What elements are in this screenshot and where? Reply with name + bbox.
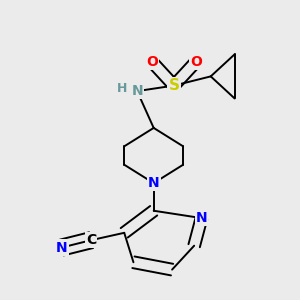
Text: H: H <box>116 82 127 95</box>
Text: S: S <box>168 78 179 93</box>
Text: C: C <box>86 233 96 247</box>
Text: N: N <box>131 84 143 98</box>
Text: O: O <box>190 55 202 69</box>
Text: N: N <box>196 211 207 225</box>
Text: H: H <box>117 85 128 98</box>
Text: N: N <box>148 176 160 190</box>
Text: N: N <box>56 241 68 254</box>
Text: O: O <box>146 55 158 69</box>
